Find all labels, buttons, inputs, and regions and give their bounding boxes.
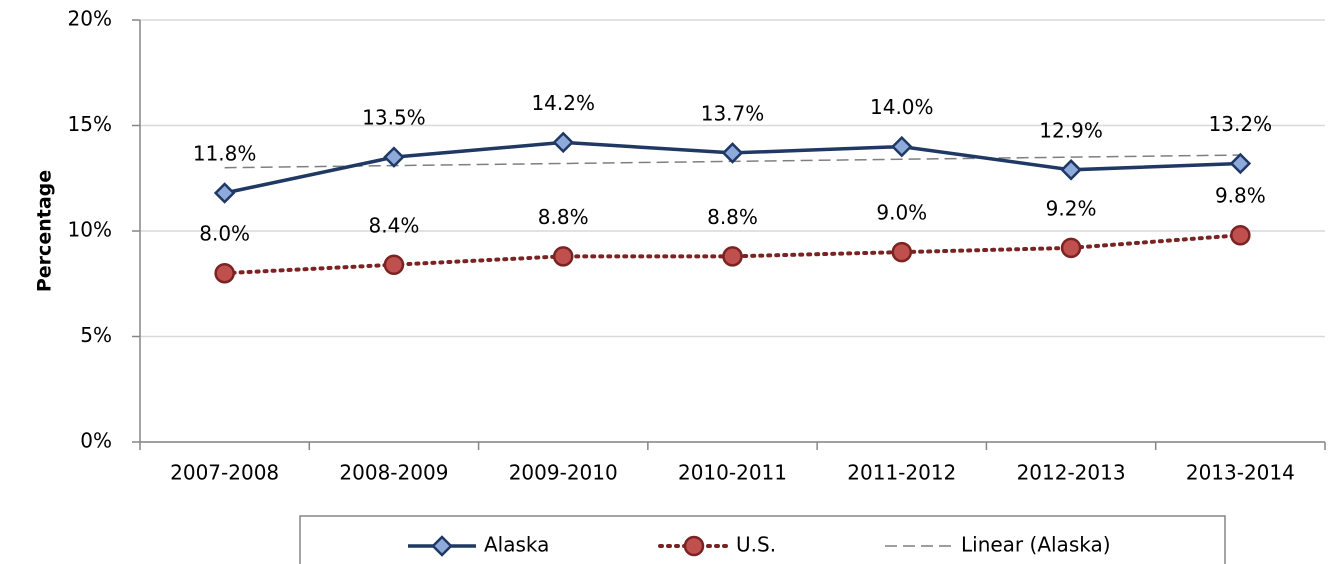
point-marker xyxy=(891,135,913,158)
point-marker xyxy=(1060,237,1082,259)
data-label: 14.2% xyxy=(531,91,595,115)
x-tick-label: 2012-2013 xyxy=(1017,461,1126,485)
y-tick-label: 0% xyxy=(80,429,112,453)
y-tick-label: 10% xyxy=(68,218,112,242)
data-label: 9.2% xyxy=(1046,196,1097,220)
data-label: 8.4% xyxy=(369,213,420,237)
data-label: 11.8% xyxy=(193,142,257,166)
y-tick-label: 20% xyxy=(68,7,112,31)
point-marker xyxy=(383,146,405,168)
point-marker xyxy=(1229,152,1252,175)
x-tick-label: 2013-2014 xyxy=(1186,461,1295,485)
legend-label: U.S. xyxy=(736,533,776,557)
point-marker xyxy=(721,142,744,164)
point-marker xyxy=(383,254,405,276)
legend-label: Linear (Alaska) xyxy=(961,533,1111,557)
point-marker xyxy=(1230,224,1251,246)
point-marker xyxy=(552,246,574,267)
data-label: 12.9% xyxy=(1039,118,1103,142)
x-tick-label: 2008-2009 xyxy=(339,461,448,485)
point-marker xyxy=(1060,159,1082,181)
legend-box xyxy=(299,515,1226,564)
y-tick-label: 5% xyxy=(80,323,112,347)
data-label: 8.8% xyxy=(538,205,589,229)
data-label: 14.0% xyxy=(870,95,934,119)
data-label: 9.0% xyxy=(876,201,927,225)
legend-marker xyxy=(683,535,705,557)
point-marker xyxy=(552,131,574,154)
point-marker xyxy=(214,262,235,284)
x-tick-label: 2011-2012 xyxy=(847,461,956,485)
data-label: 9.8% xyxy=(1215,184,1266,208)
x-tick-label: 2010-2011 xyxy=(678,461,787,485)
data-label: 13.5% xyxy=(362,106,426,130)
data-label: 13.2% xyxy=(1209,112,1273,136)
data-label: 8.0% xyxy=(199,222,250,246)
legend-marker xyxy=(431,535,453,557)
data-label: 13.7% xyxy=(701,101,765,125)
point-marker xyxy=(891,241,913,263)
x-tick-label: 2009-2010 xyxy=(509,461,618,485)
x-tick-label: 2007-2008 xyxy=(170,461,279,485)
point-marker xyxy=(722,246,743,267)
y-axis-label: Percentage xyxy=(34,170,56,292)
point-marker xyxy=(213,182,236,204)
legend-label: Alaska xyxy=(484,533,549,557)
y-tick-label: 15% xyxy=(68,112,112,136)
data-label: 8.8% xyxy=(707,205,758,229)
